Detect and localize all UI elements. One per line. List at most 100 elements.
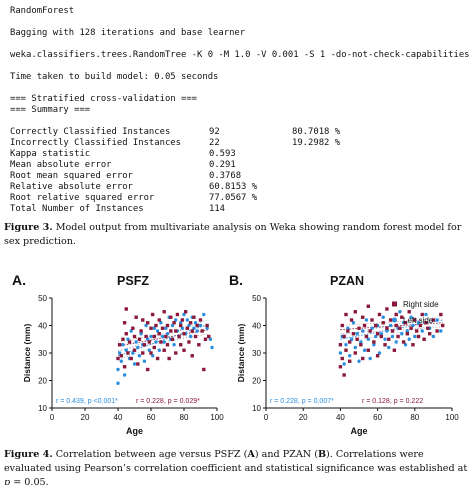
right-side-point [165,323,170,328]
right-side-point [202,367,206,372]
x-tick-label: 20 [81,413,90,422]
panel-b-letter: B. [229,272,243,288]
left-side-point [338,351,343,355]
weka-stat-v1: 114 [209,204,226,214]
right-side-point [414,329,419,333]
right-side-point [383,343,387,347]
weka-stat-v1: 0.593 [209,149,236,159]
weka-command-line: weka.classifiers.trees.RandomTree -K 0 -… [10,50,470,60]
left-side-point [146,337,150,341]
right-side-point [366,348,370,352]
right-side-point [124,332,128,336]
left-side-point [157,348,161,352]
left-side-point [131,351,135,355]
left-side-point [362,348,367,352]
right-side-point [401,340,406,344]
left-side-point [390,334,395,339]
y-tick-label: 50 [252,294,261,303]
left-side-point [195,329,199,333]
weka-stat-label: Total Number of Instances [10,204,144,214]
right-side-point [144,334,148,339]
y-tick-label: 20 [38,377,47,386]
right-side-point [385,326,389,330]
left-side-point [162,340,166,344]
right-side-point [139,329,143,333]
right-side-point [424,321,428,325]
confidence-band-upper [340,318,443,326]
right-side-point [346,329,350,333]
left-side-point [165,332,170,336]
y-tick-label: 40 [252,322,261,331]
right-side-point [374,323,378,328]
weka-stat-v1: 0.3768 [209,171,242,181]
right-side-point [390,329,395,333]
figure-3-label: Figure 3. [4,222,53,233]
panel-a-letter: A. [12,272,26,288]
right-side-point [116,356,120,361]
right-side-point [122,365,127,369]
left-side-point [179,321,183,325]
x-tick-label: 60 [147,413,156,422]
right-side-point [387,337,391,341]
x-tick-label: 20 [299,413,308,422]
right-side-point [146,321,150,325]
legend-left-side-label: Left side [403,316,434,325]
right-side-point [355,337,359,341]
confidence-band-lower [117,333,209,351]
y-tick-label: 50 [38,294,47,303]
left-side-point [126,337,130,341]
right-side-point [177,334,181,339]
right-side-point [187,340,191,344]
left-side-point [192,326,196,330]
right-side-point [172,321,176,325]
x-tick-label: 80 [180,413,189,422]
right-side-point [381,321,385,325]
right-side-point [362,323,367,328]
left-side-point [134,340,138,344]
right-side-point [392,348,397,352]
weka-stat-v1: 60.8153 % [209,182,258,192]
right-side-point [141,318,145,322]
weka-summary-header: === Summary === [10,105,91,115]
right-side-point [405,332,410,336]
right-side-point [431,318,436,322]
right-side-point [396,334,400,339]
figure-3-caption: Figure 3. Model output from multivariate… [4,221,470,249]
left-side-point [383,337,387,341]
weka-stat-label: Correctly Classified Instances [10,127,171,137]
left-side-point [398,310,402,314]
weka-stat-label: Mean absolute error [10,160,112,170]
left-side-point [116,367,120,372]
left-side-point [411,323,415,328]
right-side-point [165,343,170,347]
left-side-point [403,343,408,347]
right-side-point [146,367,150,372]
weka-stat-v1: 77.0567 % [209,193,258,203]
x-tick-label: 80 [410,413,419,422]
y-tick-label: 40 [38,322,47,331]
weka-stat-label: Kappa statistic [10,149,91,159]
right-side-point [160,326,165,330]
correlation-right-annotation: r = 0.128, p = 0.222 [362,398,423,405]
right-side-point [366,304,370,308]
weka-bagging-line: Bagging with 128 iterations and base lea… [10,28,246,38]
right-side-point [137,337,142,341]
right-side-point [207,334,211,339]
weka-stat-label: Relative absolute error [10,182,133,192]
right-side-point [188,321,193,325]
correlation-left-annotation: r = 0.228, p = 0.007* [270,398,334,405]
right-side-point [162,348,166,352]
weka-time-taken: Time taken to build model: 0.05 seconds [10,72,219,82]
figure-4-label: Figure 4. [4,449,53,460]
right-side-point [127,340,132,344]
right-side-point [364,334,369,339]
left-side-point [208,337,213,341]
right-side-point [197,343,201,347]
right-side-point [162,310,166,314]
right-side-point [174,329,178,333]
left-side-point [348,354,352,358]
left-side-point [368,356,372,361]
y-tick-label: 20 [252,377,261,386]
y-tick-label: 10 [252,404,261,413]
left-side-point [424,312,428,317]
